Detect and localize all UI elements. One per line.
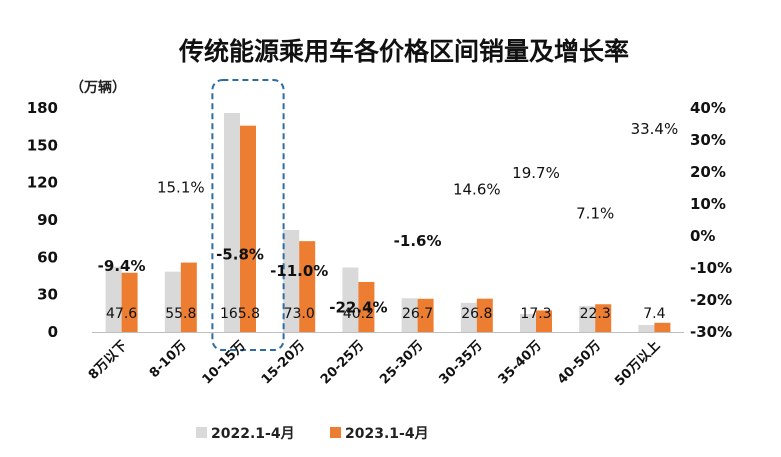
x-category-label: 50万以上: [612, 338, 663, 389]
bar-2022: [579, 306, 596, 332]
x-category-label: 8万以下: [86, 338, 131, 383]
y-tick-label: 150: [27, 136, 58, 154]
x-category-label: 40-50万: [555, 338, 604, 387]
y-axis-unit-label: （万辆）: [70, 79, 126, 96]
growth-rate-label: -11.0%: [270, 262, 328, 280]
value-label: 165.8: [220, 306, 260, 322]
y2-tick-label: -30%: [690, 323, 732, 341]
x-category-label: 15-20万: [259, 338, 308, 387]
bar-2023: [476, 298, 493, 332]
value-label: 55.8: [165, 306, 196, 322]
x-category-label: 35-40万: [496, 338, 545, 387]
x-category-label: 20-25万: [318, 338, 367, 387]
bar-2022: [520, 313, 536, 332]
growth-rate-label: -22.4%: [329, 299, 387, 317]
bar-2022: [401, 298, 418, 332]
y-tick-label: 60: [37, 248, 58, 266]
x-category-label: 8-10万: [147, 338, 190, 381]
bar-2022: [638, 325, 655, 332]
legend-label: 2022.1-4月: [211, 426, 295, 442]
left-y-axis: 0 30 60 90 120 150 180: [27, 99, 58, 341]
x-category-label: 25-30万: [377, 338, 426, 387]
value-label: 47.6: [106, 306, 137, 322]
bar-2023: [299, 241, 316, 332]
growth-rate-label: -9.4%: [98, 257, 146, 275]
value-label: 17.3: [520, 306, 551, 322]
bar-2022: [460, 302, 477, 332]
right-y-axis: -30% -20% -10% 0% 10% 20% 30% 40%: [690, 99, 732, 341]
bar-2022: [105, 266, 122, 332]
bar-2022: [342, 267, 359, 332]
bar-2023: [417, 298, 434, 332]
highlight-box: [211, 79, 285, 351]
x-category-label: 30-35万: [436, 338, 485, 387]
y-tick-label: 180: [27, 99, 58, 117]
legend-swatch: [196, 427, 207, 438]
legend-label: 2023.1-4月: [345, 426, 429, 442]
value-label: 26.8: [461, 306, 492, 322]
bar-2022: [224, 112, 240, 332]
y2-tick-label: -10%: [690, 259, 732, 277]
value-label: 73.0: [284, 306, 315, 322]
growth-rate-label: 7.1%: [576, 204, 614, 222]
y2-tick-label: 10%: [690, 195, 726, 213]
growth-rate-label: 19.7%: [512, 164, 560, 182]
chart-title: 传统能源乘用车各价格区间销量及增长率: [178, 37, 629, 66]
legend: 2022.1-4月 2023.1-4月: [196, 426, 429, 442]
y-tick-label: 120: [27, 174, 58, 192]
y2-tick-label: 20%: [690, 163, 726, 181]
growth-rate-labels: -9.4% 15.1% -5.8% -11.0% -22.4% -1.6% 14.6% 19.…: [98, 120, 679, 317]
y2-tick-label: 0%: [690, 227, 715, 245]
y2-tick-label: 40%: [690, 99, 726, 117]
bar-2023: [654, 322, 671, 332]
value-label: 26.7: [402, 306, 433, 322]
growth-rate-label: 33.4%: [631, 120, 679, 138]
growth-rate-label: -1.6%: [394, 232, 442, 250]
highlight-dashed-box: [211, 79, 285, 351]
growth-rate-label: -5.8%: [216, 246, 264, 264]
value-label: 40.2: [343, 306, 374, 322]
bar-2023: [240, 125, 256, 332]
value-label: 7.4: [643, 306, 665, 322]
value-labels: 47.6 55.8 165.8 73.0 40.2 26.7 26.8 17.3 22.3 7.4: [106, 306, 666, 322]
bar-series: [105, 112, 671, 332]
growth-rate-label: 14.6%: [453, 180, 501, 198]
legend-swatch: [330, 427, 341, 438]
bar-2023: [121, 272, 138, 332]
value-label: 22.3: [580, 306, 611, 322]
y-tick-label: 90: [37, 211, 58, 229]
y2-tick-label: 30%: [690, 131, 726, 149]
bar-2023: [595, 304, 612, 332]
x-category-label: 10-15万: [200, 338, 249, 387]
bar-2023: [536, 310, 552, 332]
bar-2023: [358, 281, 375, 332]
y-tick-label: 30: [37, 286, 58, 304]
y-tick-label: 0: [48, 323, 58, 341]
growth-rate-label: 15.1%: [157, 179, 205, 197]
bar-2022: [283, 229, 300, 332]
x-axis-category-labels: 8万以下 8-10万 10-15万 15-20万 20-25万 25-30万 30-35万 3…: [86, 338, 663, 389]
bar-2022: [164, 271, 181, 332]
y2-tick-label: -20%: [690, 291, 732, 309]
bar-2023: [180, 262, 197, 332]
